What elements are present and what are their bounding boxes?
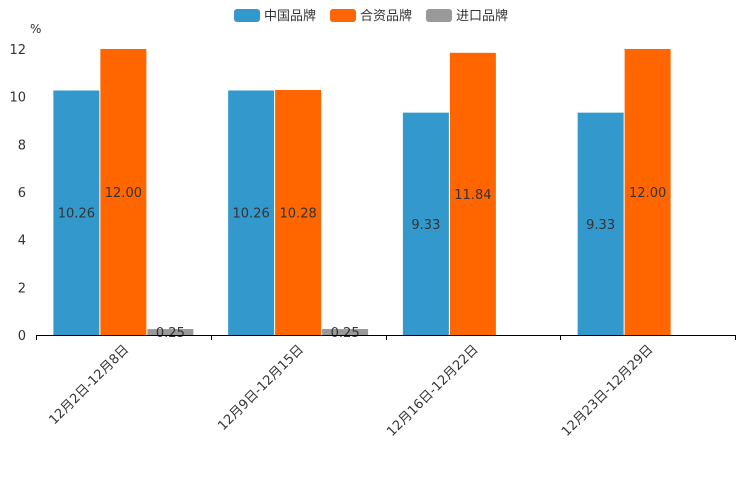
legend-swatch [426,9,452,22]
y-tick-label: 6 [18,186,26,201]
y-axis-unit-label: % [30,22,41,36]
data-label: 0.25 [331,326,360,341]
data-label: 0.25 [156,326,185,341]
data-label: 10.28 [280,206,317,221]
bar [275,89,322,335]
x-tick-label: 12月2日-12月8日 [46,342,132,428]
bar [53,90,100,335]
data-label: 10.26 [58,207,95,222]
y-tick-label: 2 [18,281,26,296]
x-axis: 12月2日-12月8日 12月9日-12月15日 12月16日-12月22日 12月2… [36,335,736,440]
data-label: 10.26 [233,207,270,222]
legend-swatch [330,9,356,22]
data-label: 9.33 [411,218,440,233]
y-axis: 0 2 4 6 8 10 12 [9,43,26,344]
bar [402,112,449,335]
x-tick-label: 12月9日-12月15日 [215,342,307,434]
data-label: 12.00 [105,186,142,201]
legend-swatch [234,9,260,22]
data-label: 12.00 [629,186,666,201]
legend-label: 合资品牌 [360,8,412,24]
y-tick-label: 4 [18,234,26,249]
y-tick-label: 10 [9,91,26,106]
y-tick-label: 0 [18,329,26,344]
bar [577,112,624,335]
bar [624,49,671,335]
bar [100,49,147,335]
data-label: 11.84 [454,188,491,203]
bar [147,329,194,335]
legend-label: 进口品牌 [456,8,508,24]
legend: 中国品牌 合资品牌 进口品牌 [234,8,508,24]
legend-label: 中国品牌 [264,8,316,24]
data-label: 9.33 [586,218,615,233]
bars: 10.26 12.00 0.25 10.26 10.28 0.25 9.33 11.84 9.3… [53,49,671,341]
bar [322,329,369,335]
y-tick-label: 12 [9,43,26,58]
y-tick-label: 8 [18,138,26,153]
x-tick-label: 12月23日-12月29日 [559,342,656,439]
bar [449,52,496,336]
x-tick-label: 12月16日-12月22日 [384,342,481,439]
bar [228,90,275,335]
